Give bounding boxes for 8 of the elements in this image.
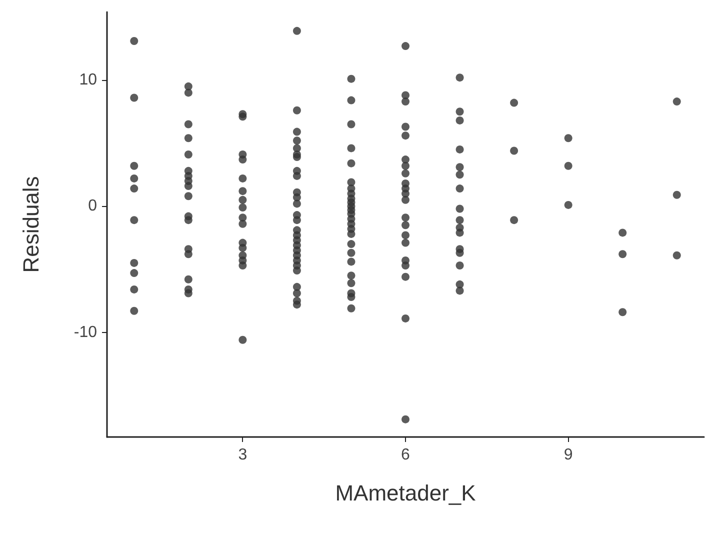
x-axis-title: MAmetader_K xyxy=(335,480,476,506)
y-tick-label: 0 xyxy=(88,198,98,215)
x-tick-label: 6 xyxy=(401,446,410,464)
y-tick-label: 10 xyxy=(79,72,98,89)
y-axis-title: Residuals xyxy=(18,176,44,273)
y-tick-label: -10 xyxy=(74,324,98,341)
x-tick-label: 9 xyxy=(564,446,573,464)
x-tick-label: 3 xyxy=(238,446,248,464)
